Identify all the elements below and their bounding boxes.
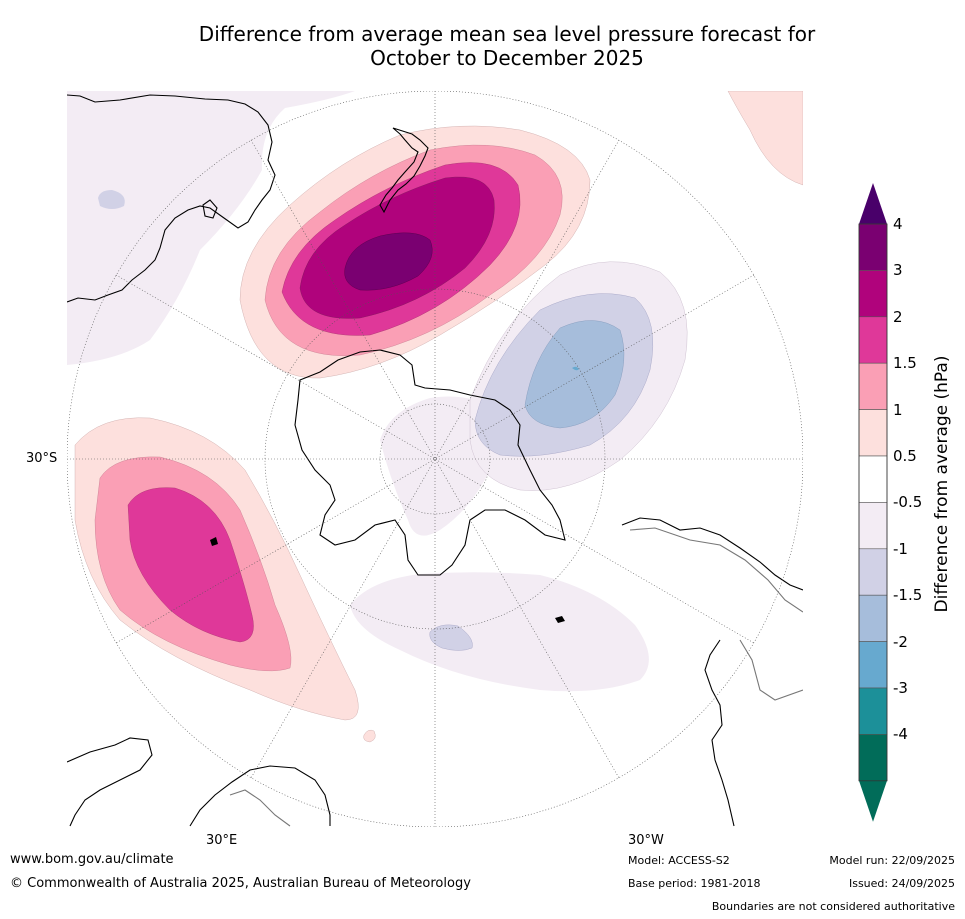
- colorbar-tick-label: 0.5: [893, 447, 917, 465]
- anomaly-pos-0p5-blob: [363, 729, 376, 743]
- anomaly-pos-0p5-corner: [727, 91, 803, 186]
- footer-base-period: Base period: 1981-2018: [628, 877, 761, 890]
- coast-south-america: [621, 517, 803, 827]
- anomaly-neg-0p5-antarctic: [380, 396, 499, 536]
- title-line-1: Difference from average mean sea level p…: [198, 22, 816, 46]
- coast-africa: [67, 737, 331, 827]
- colorbar-over-arrow: [859, 183, 887, 224]
- colorbar-swatch-1: [858, 270, 888, 318]
- coast-tasmania: [202, 199, 218, 219]
- footer-copyright: © Commonwealth of Australia 2025, Austra…: [10, 876, 471, 891]
- colorbar-swatch-5: [858, 455, 888, 503]
- colorbar-tick-label: 2: [893, 307, 903, 326]
- anomaly-neg-2-pacific: [572, 366, 579, 371]
- colorbar-swatch-10: [858, 687, 888, 735]
- colorbar-tick-label: 4: [893, 215, 903, 233]
- colorbar-swatch-11: [858, 734, 888, 782]
- colorbar-frame: [858, 223, 888, 782]
- anomaly-neg-1p5-pacific: [524, 320, 625, 429]
- colorbar-swatch-2: [858, 316, 888, 364]
- colorbar: [858, 183, 888, 822]
- coast-antarctica: [294, 349, 566, 576]
- lat-label-30s: 30°S: [26, 451, 58, 466]
- coast-australia: [67, 94, 276, 303]
- map-area: [67, 91, 803, 827]
- colorbar-swatch-4: [858, 409, 888, 457]
- colorbar-tick-label: 3: [893, 261, 903, 280]
- anomaly-neg-0p5-australia: [67, 91, 355, 365]
- title-line-2: October to December 2025: [370, 46, 644, 70]
- footer-website[interactable]: www.bom.gov.au/climate: [10, 852, 174, 867]
- anomaly-neg-0p5-south: [350, 572, 649, 692]
- colorbar-tick-label: -1.5: [893, 586, 923, 605]
- colorbar-swatch-3: [858, 362, 888, 410]
- colorbar-swatch-7: [858, 548, 888, 596]
- colorbar-swatch-0: [858, 223, 888, 271]
- colorbar-tick-label: -0.5: [893, 493, 923, 512]
- anomaly-pos-3-nz: [344, 232, 433, 291]
- colorbar-swatch-9: [858, 641, 888, 689]
- graticule: [67, 91, 803, 827]
- colorbar-tick-label: 1.5: [893, 354, 917, 373]
- anomaly-pos-1p5-indian: [127, 487, 254, 643]
- colorbar-title: Difference from average (hPa): [932, 355, 952, 613]
- coast-new-zealand: [379, 127, 429, 214]
- footer-model-run: Model run: 22/09/2025: [829, 854, 955, 867]
- colorbar-tick-label: 1: [893, 400, 903, 419]
- colorbar-swatch-8: [858, 594, 888, 642]
- coast-africa-grey: [229, 789, 291, 827]
- chart-title: Difference from average mean sea level p…: [0, 22, 965, 70]
- anomaly-neg-1-west: [98, 190, 125, 209]
- footer-disclaimer: Boundaries are not considered authoritat…: [711, 900, 955, 913]
- footer-issued: Issued: 24/09/2025: [848, 877, 955, 890]
- lon-label-30w: 30°W: [628, 833, 664, 848]
- coast-south-america-grey: [629, 527, 803, 701]
- footer-model: Model: ACCESS-S2: [628, 854, 730, 867]
- island-kerguelen: [210, 537, 218, 546]
- colorbar-under-arrow: [859, 780, 887, 822]
- colorbar-tick-label: -4: [893, 725, 908, 744]
- anomaly-neg-1-south: [429, 624, 473, 651]
- lon-label-30e: 30°E: [206, 833, 238, 848]
- island-south-georgia: [555, 616, 565, 623]
- colorbar-swatch-6: [858, 502, 888, 550]
- colorbar-tick-label: -3: [893, 679, 908, 697]
- colorbar-tick-label: -1: [893, 539, 908, 558]
- colorbar-tick-label: -2: [893, 632, 908, 651]
